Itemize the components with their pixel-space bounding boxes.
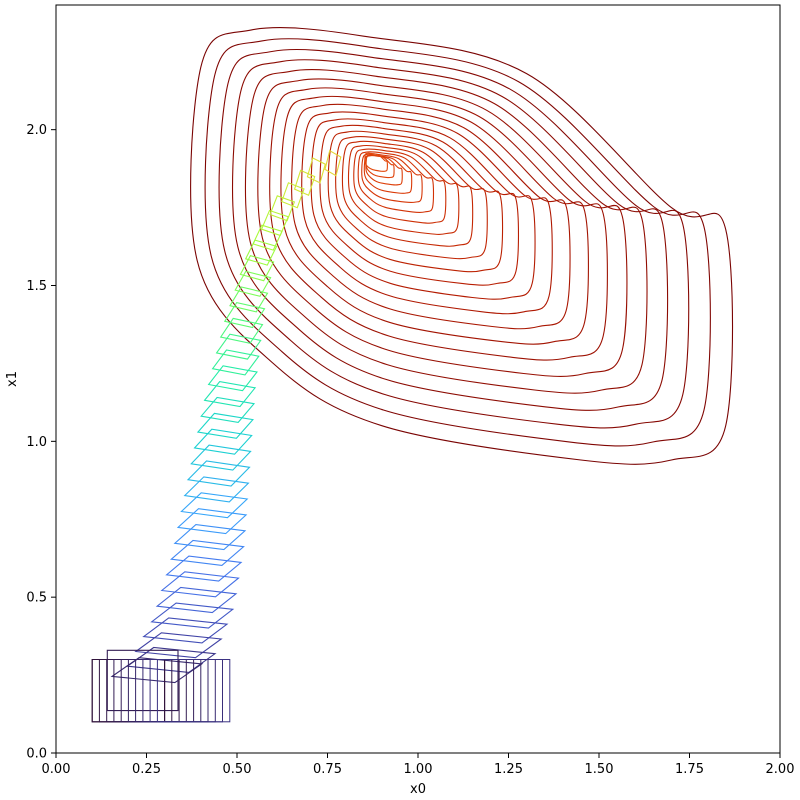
reach-set-51 [291, 103, 571, 330]
x-tick-label: 0.00 [42, 762, 71, 777]
reach-set-15 [186, 460, 251, 487]
x-axis: 0.00 0.25 0.50 0.75 1.00 1.25 1.50 1.75 2.00 [42, 753, 795, 777]
reach-set-45 [341, 140, 474, 247]
reach-set-38 [365, 154, 395, 179]
y-tick-label: 1.0 [26, 435, 47, 450]
reach-set-16 [190, 444, 252, 471]
reach-set-17 [193, 428, 253, 455]
reach-set-43 [353, 148, 447, 224]
reach-set-33 [281, 182, 305, 209]
reach-set-27 [234, 270, 272, 297]
x-tick-label: 0.50 [223, 762, 252, 777]
reach-set-57 [218, 48, 690, 429]
reach-set-1 [106, 649, 179, 712]
reach-set-44 [347, 144, 460, 235]
reach-set-19 [200, 396, 256, 423]
reach-set-36 [324, 149, 342, 177]
reach-set-32 [269, 195, 296, 222]
x-tick-label: 1.25 [494, 762, 523, 777]
plot-content [91, 27, 734, 723]
x-tick-label: 2.00 [766, 762, 795, 777]
x-tick-label: 0.75 [313, 762, 342, 777]
x-axis-label: x0 [410, 782, 426, 797]
reach-set-23 [215, 333, 262, 360]
reach-set-3 [125, 646, 217, 673]
reach-set-7 [155, 586, 238, 614]
reach-set-41 [361, 153, 423, 204]
reach-set-8 [160, 571, 240, 598]
reach-set-6 [150, 602, 235, 629]
reach-set-21 [207, 365, 258, 392]
reach-set-34 [293, 169, 316, 197]
reach-set-29 [244, 239, 278, 266]
reach-set-31 [260, 209, 289, 237]
reach-set-22 [211, 349, 260, 376]
reach-set-59 [190, 27, 734, 465]
x-tick-label: 1.00 [404, 762, 433, 777]
reach-set-9 [165, 555, 243, 582]
reach-set-35 [306, 157, 326, 184]
reach-set-18 [196, 412, 254, 439]
reach-set-13 [180, 492, 249, 519]
reach-set-12 [176, 508, 248, 535]
reach-set-24 [219, 317, 264, 344]
reach-set-42 [357, 151, 435, 214]
reach-set-53 [269, 87, 608, 361]
reach-set-5 [142, 617, 229, 644]
reach-set-14 [183, 476, 250, 503]
reach-set-25 [223, 301, 266, 329]
reach-set-30 [252, 224, 283, 251]
reach-set-37 [364, 152, 388, 172]
reach-set-54 [257, 78, 628, 377]
reach-set-39 [365, 155, 403, 186]
y-axis: 0.0 0.5 1.0 1.5 2.0 [26, 123, 56, 762]
reach-set-46 [335, 136, 488, 260]
reach-set-49 [310, 118, 536, 300]
initial-set-9 [156, 659, 231, 723]
y-tick-label: 1.5 [26, 279, 47, 294]
reach-set-56 [232, 59, 669, 411]
x-tick-label: 0.25 [132, 762, 161, 777]
reach-set-52 [280, 95, 589, 345]
y-axis-label: x1 [5, 371, 20, 387]
x-tick-label: 1.75 [675, 762, 704, 777]
y-tick-label: 0.5 [26, 591, 47, 606]
y-tick-label: 0.0 [26, 747, 47, 762]
reach-set-11 [173, 524, 247, 551]
reach-set-10 [169, 539, 245, 566]
y-tick-label: 2.0 [26, 123, 47, 138]
reach-set-2 [110, 657, 204, 684]
reach-set-58 [204, 38, 711, 447]
reach-set-26 [229, 286, 269, 313]
reach-set-48 [319, 124, 519, 286]
x-tick-label: 1.50 [585, 762, 614, 777]
reach-set-50 [301, 111, 553, 315]
reach-set-28 [239, 255, 275, 282]
reach-set-55 [244, 69, 648, 394]
reach-set-4 [134, 632, 223, 659]
reach-set-20 [203, 381, 257, 408]
reach-set-47 [327, 130, 504, 273]
